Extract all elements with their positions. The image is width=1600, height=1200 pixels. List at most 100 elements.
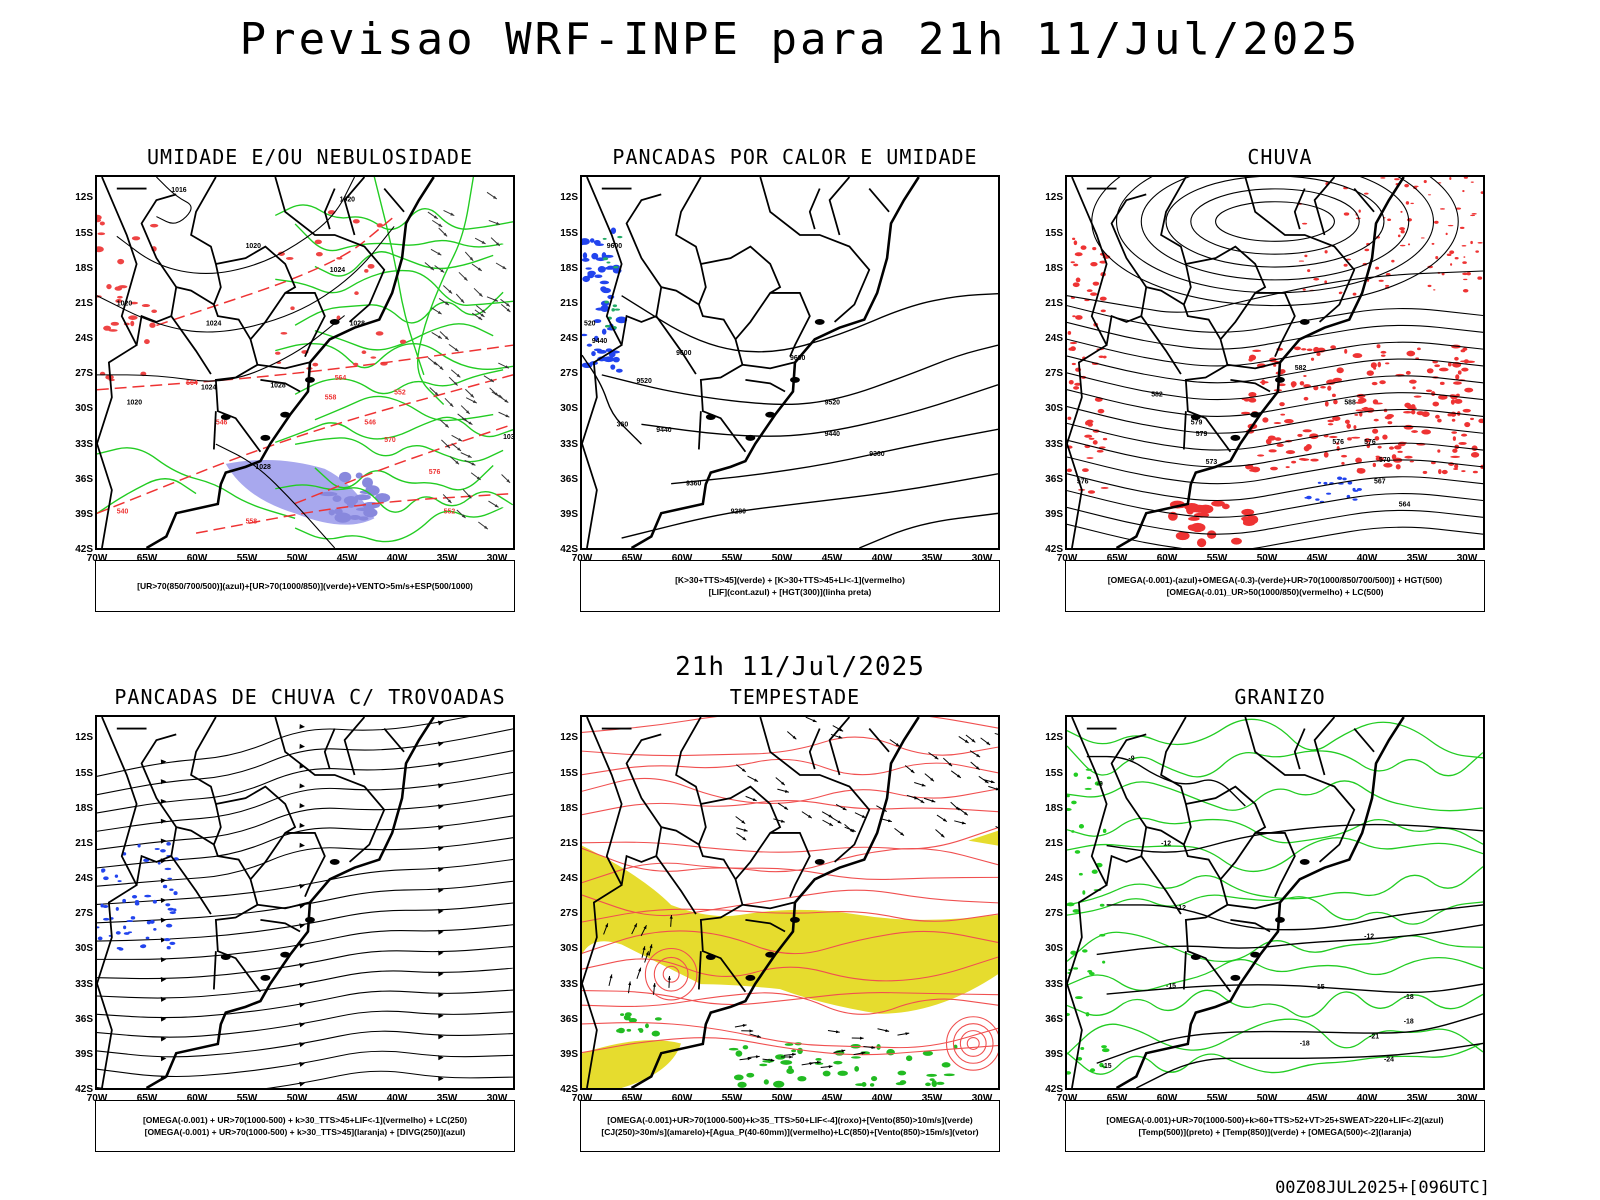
streamline-arrow (299, 883, 305, 889)
coastline-and-borders (97, 177, 435, 548)
vortex (959, 1030, 987, 1057)
contour-label: -12 (1364, 934, 1374, 941)
temp-line (1136, 1042, 1483, 1088)
longitude-label: 70W (86, 553, 108, 564)
longitude-label: 50W (771, 1093, 793, 1104)
streamline-arrow (299, 962, 305, 968)
green-marks (1067, 768, 1110, 1075)
streamline-arrow (160, 1036, 167, 1042)
dashed-contour (294, 423, 513, 505)
dashed-contour (156, 216, 395, 327)
contour-label: 546 (364, 419, 376, 426)
streamline (582, 930, 998, 955)
pressure-contours (97, 177, 395, 548)
streamline (1067, 405, 1483, 434)
contour-label: 9440 (656, 427, 672, 434)
latitude-label: 33S (560, 978, 578, 990)
green-contour (275, 342, 513, 371)
streamline (1067, 305, 1483, 333)
streamline-arrow (437, 825, 444, 831)
panel-title: PANCADAS POR CALOR E UMIDADE (612, 145, 978, 169)
contour-label: 576 (429, 469, 441, 476)
temp-line (1086, 755, 1246, 807)
streamline-arrow (438, 1055, 444, 1061)
green-contour (314, 323, 494, 351)
streamline (97, 967, 513, 999)
streamline-arrow (437, 804, 444, 810)
latitude-label: 15S (1045, 227, 1063, 239)
streamline (97, 924, 513, 960)
dashed-contour (195, 492, 513, 534)
latitude-label: 30S (75, 403, 93, 415)
streamline (1067, 422, 1483, 451)
longitude-label: 50W (286, 1093, 308, 1104)
isobar (97, 226, 395, 333)
streamline (1067, 473, 1483, 502)
streamline-arrow (299, 1081, 305, 1087)
latitude-label: 36S (75, 473, 93, 485)
temp-line (1106, 823, 1483, 853)
dashed-contour (97, 344, 513, 391)
streamline-arrow (438, 1034, 444, 1040)
forecast-map: 9600 9600 9600 9520 9520 9440 9440 9360 9360 9280… (580, 175, 1000, 550)
streamline-arrow (299, 723, 305, 730)
streamline (582, 847, 998, 873)
streamline-arrow (160, 838, 167, 844)
map-canvas: 582 588 582 579 576 576 573 570 567 564 576 579 (1067, 177, 1483, 548)
green-contour (1067, 718, 1483, 759)
rain-blue (1304, 476, 1362, 503)
contour-label: 576 (1364, 439, 1376, 446)
contour-label: 1024 (206, 320, 222, 327)
longitude-label: 55W (721, 553, 743, 564)
streamline (97, 880, 513, 924)
panel-legend: [OMEGA(-0.001)+UR>70(1000-500)+k>35_TTS>… (580, 1100, 1000, 1152)
isobar (97, 315, 345, 382)
green-contour (1067, 817, 1483, 845)
legend-line: [OMEGA(-0.01)_UR>50(1000/850)(vermelho) … (1166, 587, 1384, 597)
streamline (582, 956, 998, 982)
green-contour (1067, 866, 1483, 906)
forecast-map: 582 588 582 579 576 576 573 570 567 564 576 579 (1065, 175, 1485, 550)
streamline-arrow (299, 923, 305, 929)
contour-label: 1028 (270, 383, 286, 390)
streamline-arrow (299, 842, 305, 848)
green-contour (294, 223, 504, 252)
streamline (582, 777, 998, 804)
longitude-label: 40W (871, 553, 893, 564)
green-contour (275, 484, 513, 513)
streamline-arrow (299, 803, 305, 809)
latitude-label: 24S (1045, 873, 1063, 885)
streamline (582, 992, 998, 1015)
contour-label: -12 (1161, 841, 1171, 848)
contour-label: 576 (1077, 479, 1089, 486)
map-panel: UMIDADE E/OU NEBULOSIDADE 12S 15S 18S 21S 24S… (65, 145, 555, 635)
latitude-label: 33S (560, 438, 578, 450)
streamline (97, 1070, 513, 1088)
isobar (156, 177, 192, 224)
wind850-green (728, 1042, 958, 1088)
contour-label: -21 (1369, 1034, 1379, 1041)
contour-label: 9520 (636, 378, 652, 385)
contour-label: 1028 (255, 464, 271, 471)
green-contour (1067, 745, 1483, 778)
streamline-arrow (438, 992, 444, 998)
latitude-label: 27S (75, 368, 93, 380)
contour-label: 570 (384, 437, 396, 444)
contour-label: 579 (1196, 431, 1208, 438)
longitude-label: 35W (436, 553, 458, 564)
longitude-label: 65W (136, 1093, 158, 1104)
latitude-label: 42S (75, 1084, 93, 1095)
legend-line: [LIF](cont.azul) + [HGT(300)](linha pret… (708, 587, 872, 597)
coastline-and-borders (582, 177, 920, 548)
contour-label: -18 (1404, 994, 1414, 1001)
streamline (582, 1037, 998, 1056)
contour-label: 570 (1379, 457, 1391, 464)
longitude-label: 40W (386, 1093, 408, 1104)
temp-line (1106, 904, 1483, 931)
streamline (97, 1050, 513, 1078)
longitude-label: 30W (1456, 553, 1478, 564)
streamline (97, 815, 513, 869)
legend-line: [K>30+TTS>45](verde) + [K>30+TTS>45+LI<-… (675, 575, 905, 585)
latitude-label: 21S (560, 837, 578, 849)
streamline (1067, 372, 1483, 401)
